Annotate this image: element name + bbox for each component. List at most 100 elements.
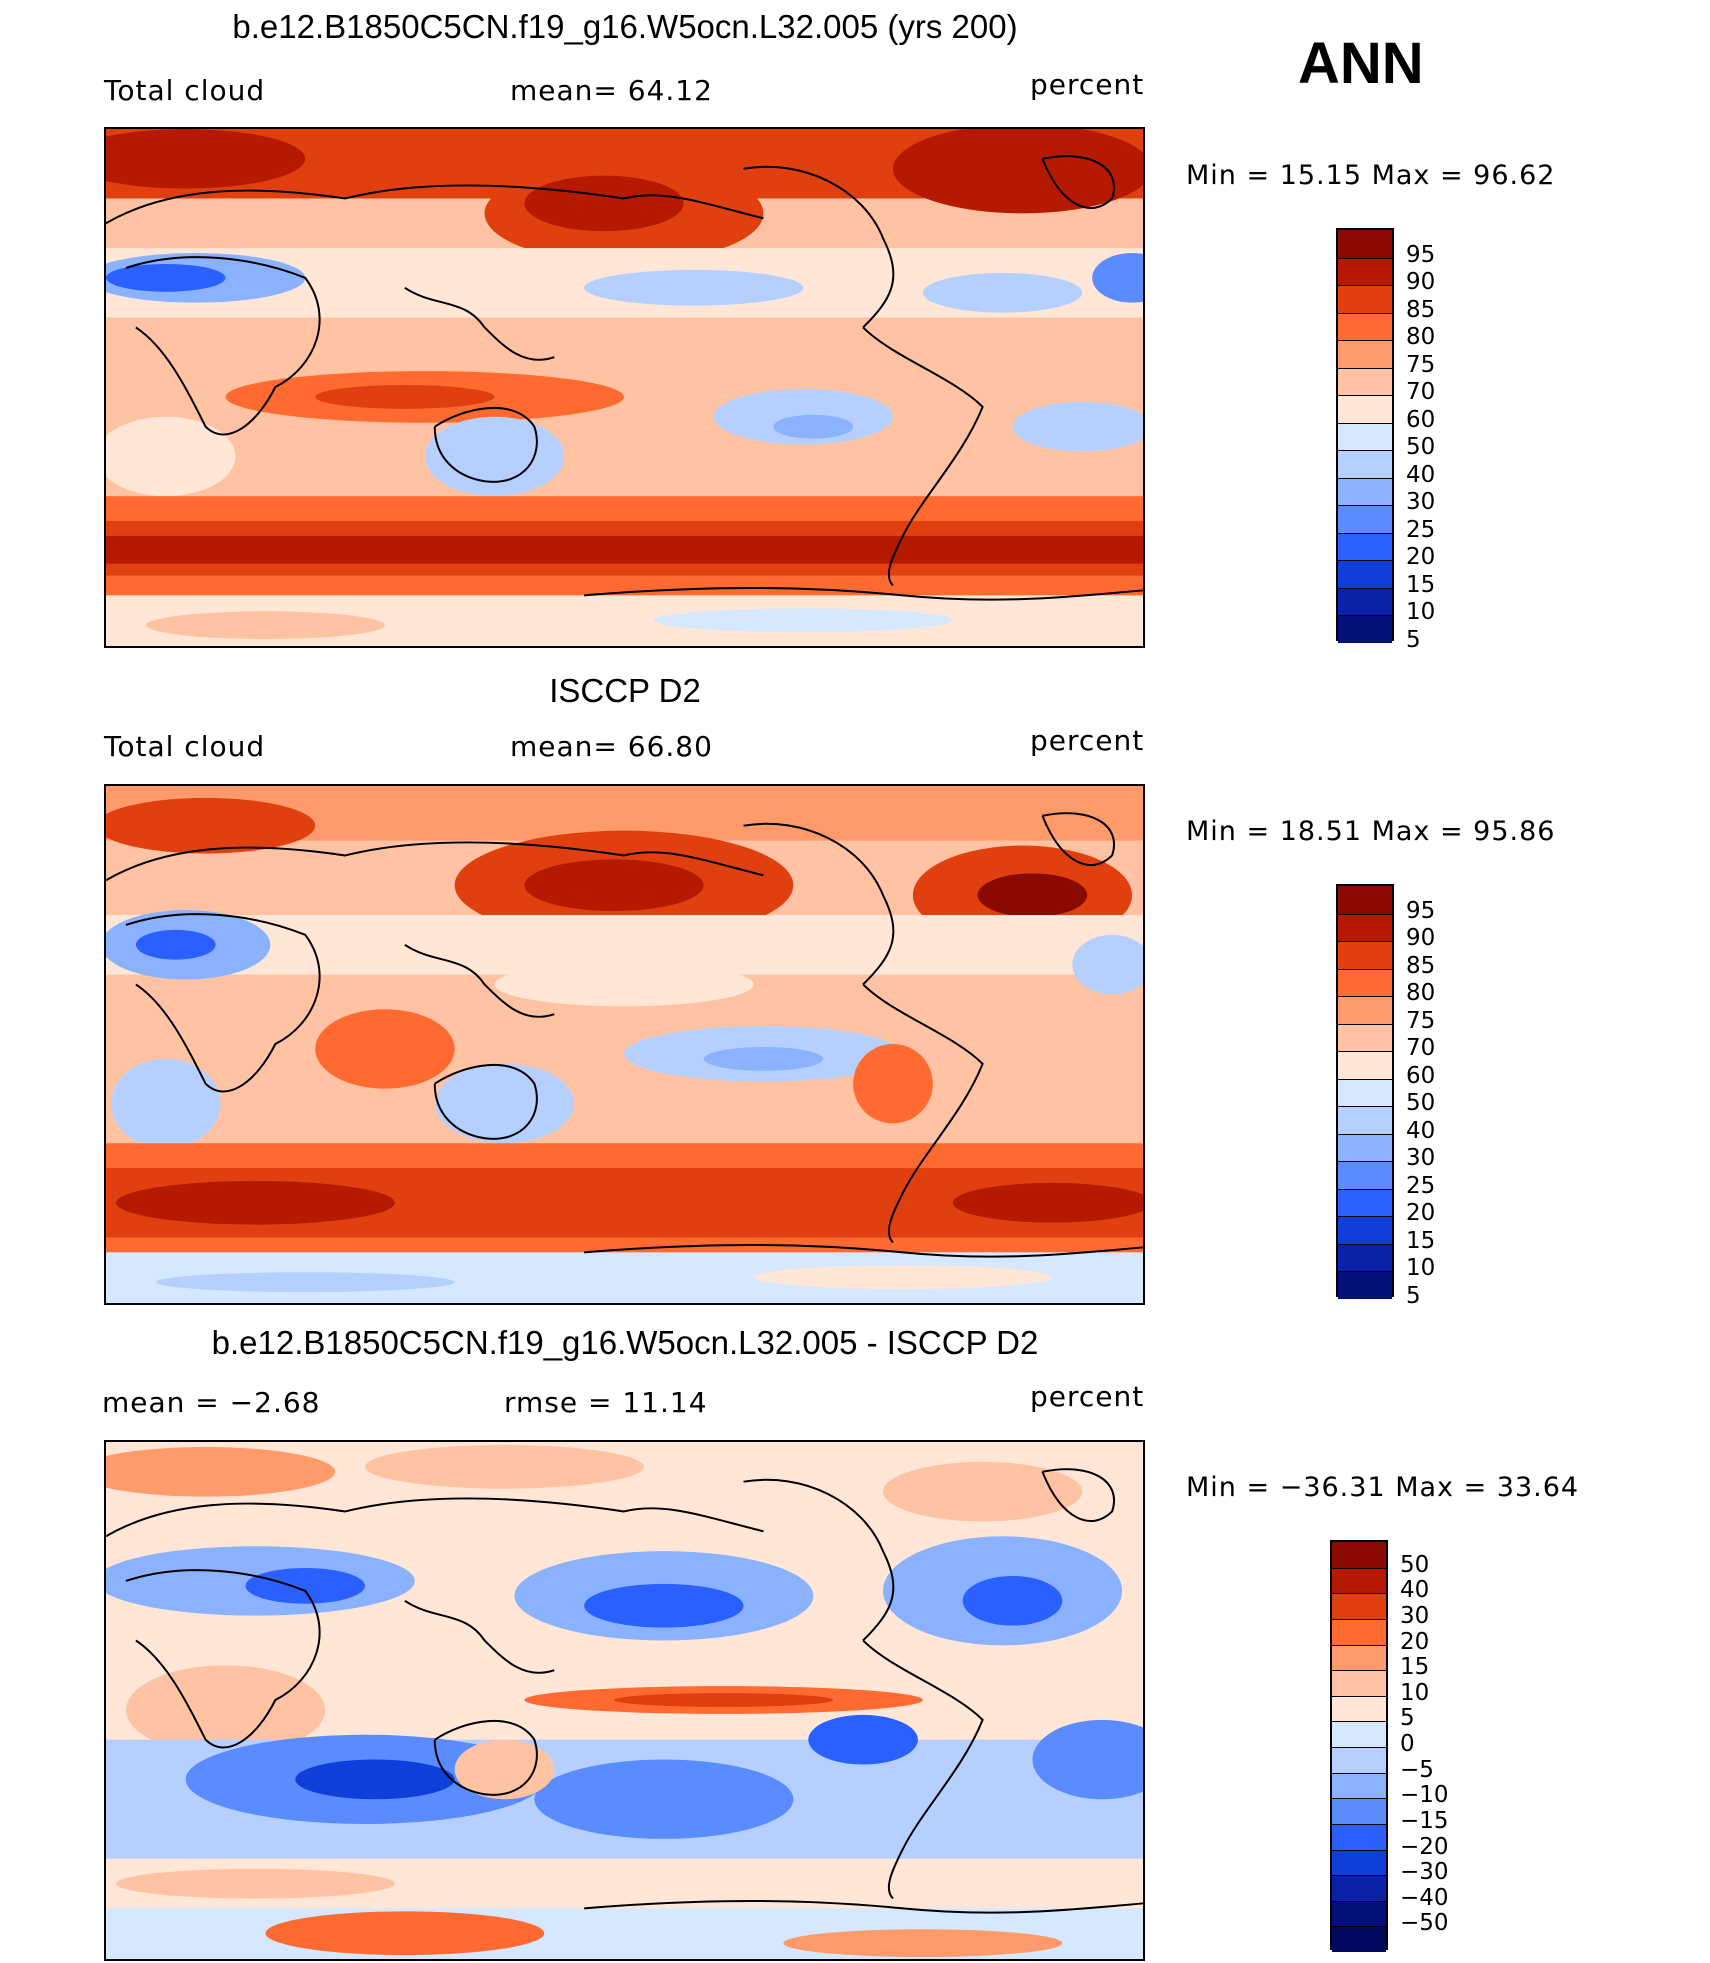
colorbar-label: 10	[1406, 599, 1436, 626]
panel3-minmax: Min = −36.31 Max = 33.64	[1186, 1472, 1580, 1503]
colorbar-box	[1332, 1644, 1386, 1671]
colorbar-box	[1332, 1849, 1386, 1876]
colorbar-label: 25	[1406, 516, 1436, 543]
colorbar-label: 20	[1406, 544, 1436, 571]
colorbar-box	[1332, 1875, 1386, 1901]
colorbar-label: 95	[1406, 897, 1436, 924]
panel2-colorbar	[1336, 884, 1394, 1299]
panel2-map	[104, 784, 1145, 1305]
colorbar-box	[1332, 1798, 1386, 1824]
panel3-rmse-label: rmse = 11.14	[504, 1386, 708, 1419]
colorbar-label: 70	[1406, 1035, 1436, 1062]
colorbar-label: −40	[1400, 1884, 1449, 1911]
colorbar-box	[1332, 1900, 1386, 1927]
panel2-title: ISCCP D2	[549, 672, 701, 709]
colorbar-label: −15	[1400, 1807, 1449, 1834]
colorbar-box	[1338, 615, 1392, 643]
colorbar-box	[1338, 367, 1392, 396]
colorbar-label: 5	[1406, 627, 1421, 653]
panel2-minmax: Min = 18.51 Max = 95.86	[1186, 816, 1556, 847]
colorbar-label: 85	[1406, 296, 1436, 323]
season-label: ANN	[1298, 31, 1424, 96]
colorbar-box	[1338, 587, 1392, 616]
panel3-contour-field	[106, 1444, 1143, 1959]
colorbar-box	[1338, 1161, 1392, 1189]
colorbar-label: 90	[1406, 269, 1436, 296]
colorbar-label: 85	[1406, 952, 1436, 979]
colorbar-label: −10	[1400, 1782, 1449, 1809]
panel3-mean-label: mean = −2.68	[102, 1386, 321, 1419]
panel1-minmax: Min = 15.15 Max = 96.62	[1186, 160, 1556, 191]
colorbar-box	[1338, 886, 1392, 914]
colorbar-label: 50	[1400, 1551, 1430, 1578]
colorbar-label: 50	[1406, 1090, 1436, 1117]
colorbar-box	[1338, 312, 1392, 341]
colorbar-label: 10	[1406, 1255, 1436, 1282]
colorbar-label: 15	[1406, 571, 1436, 598]
panel1-mean-label: mean= 64.12	[510, 74, 713, 107]
colorbar-box	[1338, 1243, 1392, 1272]
panel1-variable-label: Total cloud	[104, 74, 266, 107]
colorbar-label: 50	[1406, 434, 1436, 461]
colorbar-label: 80	[1406, 324, 1436, 351]
colorbar-box	[1338, 1188, 1392, 1217]
colorbar-label: 25	[1406, 1172, 1436, 1199]
colorbar-label: 10	[1400, 1679, 1430, 1706]
colorbar-box	[1338, 1271, 1392, 1299]
panel3-colorbar	[1330, 1540, 1388, 1952]
colorbar-box	[1338, 532, 1392, 561]
colorbar-label: 40	[1406, 1117, 1436, 1144]
colorbar-label: −30	[1400, 1859, 1449, 1886]
panel2-contour-field	[106, 786, 1143, 1303]
colorbar-box	[1332, 1618, 1386, 1645]
colorbar-label: 30	[1406, 1145, 1436, 1172]
colorbar-box	[1338, 941, 1392, 969]
colorbar-box	[1338, 285, 1392, 313]
colorbar-box	[1332, 1772, 1386, 1799]
colorbar-label: 90	[1406, 925, 1436, 952]
colorbar-label: −5	[1400, 1756, 1434, 1783]
colorbar-box	[1338, 505, 1392, 533]
colorbar-label: −20	[1400, 1833, 1449, 1860]
panel3-units-label: percent	[1030, 1380, 1145, 1413]
colorbar-label: 20	[1400, 1628, 1430, 1655]
colorbar-box	[1332, 1695, 1386, 1722]
panel1-contour-field	[106, 129, 1143, 646]
colorbar-label: 5	[1406, 1283, 1421, 1309]
panel2-variable-label: Total cloud	[104, 730, 266, 763]
colorbar-box	[1338, 996, 1392, 1024]
colorbar-label: 60	[1406, 406, 1436, 433]
colorbar-label: 20	[1406, 1200, 1436, 1227]
colorbar-box	[1332, 1747, 1386, 1773]
colorbar-label: 75	[1406, 1007, 1436, 1034]
colorbar-box	[1332, 1593, 1386, 1619]
panel2-coastlines	[106, 812, 1143, 1258]
colorbar-label: 80	[1406, 980, 1436, 1007]
panel3-coastlines	[106, 1468, 1143, 1914]
panel1-colorbar	[1336, 228, 1394, 643]
colorbar-box	[1332, 1567, 1386, 1594]
colorbar-label: 40	[1406, 461, 1436, 488]
colorbar-label: −50	[1400, 1910, 1449, 1937]
colorbar-label: 40	[1400, 1577, 1430, 1604]
colorbar-box	[1338, 1216, 1392, 1244]
colorbar-label: 75	[1406, 351, 1436, 378]
colorbar-label: 15	[1406, 1227, 1436, 1254]
colorbar-box	[1338, 560, 1392, 588]
colorbar-box	[1338, 230, 1392, 258]
colorbar-label: 95	[1406, 241, 1436, 268]
colorbar-box	[1332, 1823, 1386, 1850]
colorbar-label: 30	[1400, 1602, 1430, 1629]
panel1-title: b.e12.B1850C5CN.f19_g16.W5ocn.L32.005 (y…	[232, 8, 1018, 45]
colorbar-box	[1332, 1670, 1386, 1696]
colorbar-box	[1338, 340, 1392, 368]
colorbar-box	[1338, 422, 1392, 451]
colorbar-label: 5	[1400, 1705, 1415, 1732]
colorbar-box	[1338, 395, 1392, 423]
colorbar-box	[1338, 450, 1392, 478]
colorbar-label: 0	[1400, 1731, 1415, 1757]
colorbar-label: 15	[1400, 1654, 1430, 1681]
colorbar-box	[1338, 1133, 1392, 1162]
panel2-units-label: percent	[1030, 724, 1145, 757]
panel1-map	[104, 127, 1145, 648]
